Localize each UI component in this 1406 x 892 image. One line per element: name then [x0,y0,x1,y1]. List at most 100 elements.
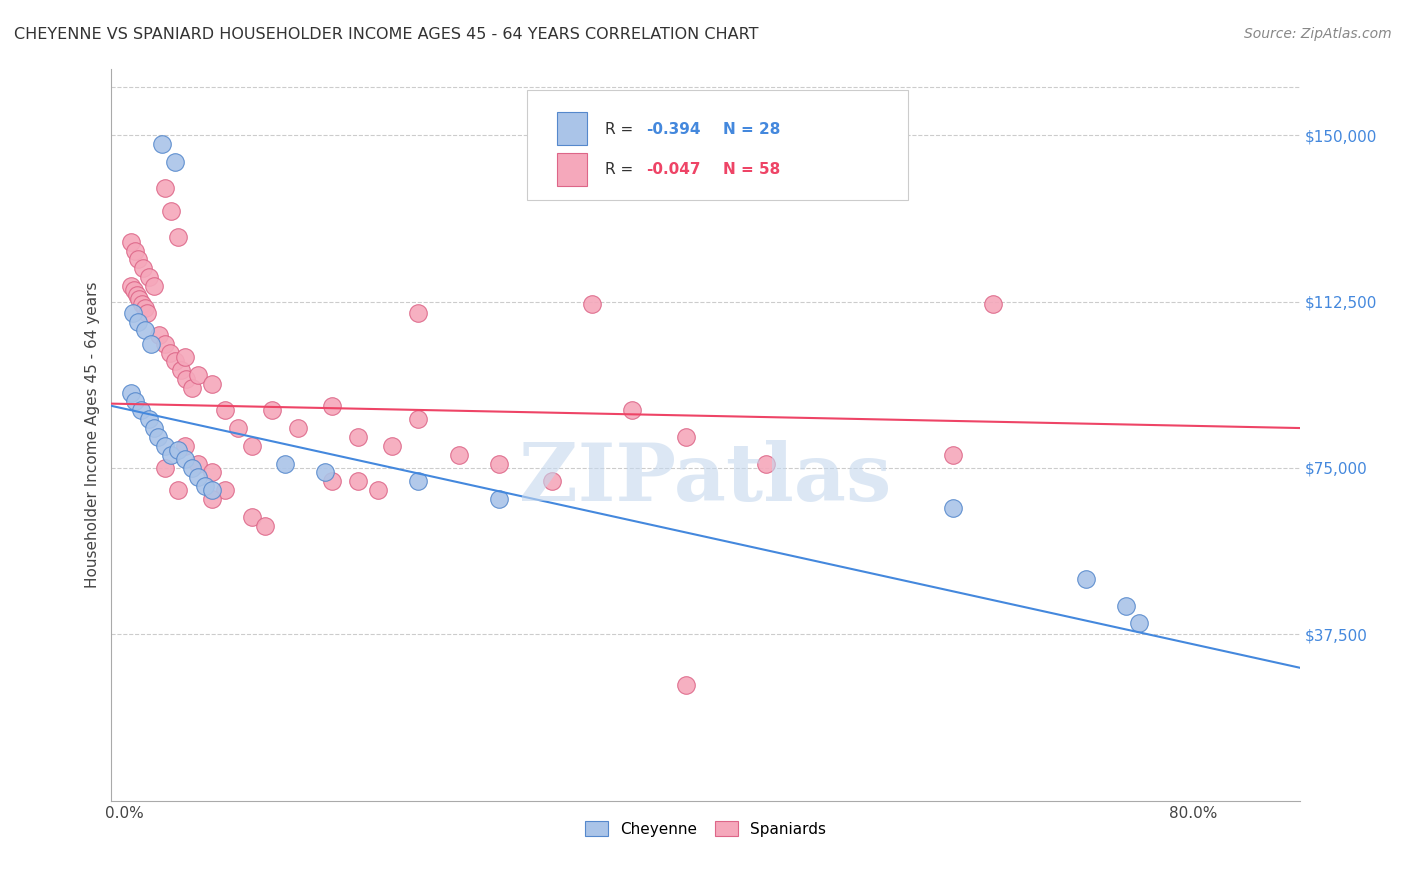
Text: N = 58: N = 58 [723,162,780,178]
Point [128,293,150,307]
Point [173,452,195,467]
Point [120,235,142,249]
Point [150,136,173,151]
Point [347,430,370,444]
Point [124,394,146,409]
Point [120,279,142,293]
Point [240,439,263,453]
Point [143,421,166,435]
Point [136,305,159,319]
Point [675,430,697,444]
Point [367,483,389,498]
Point [180,381,202,395]
Point [941,448,963,462]
Text: N = 28: N = 28 [723,122,780,136]
Point [153,461,176,475]
Point [124,244,146,258]
Point [321,399,343,413]
Point [260,403,283,417]
Point [941,500,963,515]
Point [240,509,263,524]
Point [200,491,222,506]
Point [129,403,152,417]
Point [138,412,160,426]
Y-axis label: Householder Income Ages 45 - 64 years: Householder Income Ages 45 - 64 years [86,282,100,588]
Point [127,252,149,267]
FancyBboxPatch shape [527,90,907,201]
Point [200,376,222,391]
Point [1128,616,1150,631]
Point [200,466,222,480]
Point [146,430,169,444]
Point [153,439,176,453]
Point [160,448,183,462]
Legend: Cheyenne, Spaniards: Cheyenne, Spaniards [576,814,834,845]
Point [675,678,697,692]
Point [488,491,510,506]
Point [148,327,170,342]
Point [347,475,370,489]
Point [981,297,1004,311]
Point [226,421,249,435]
Point [200,483,222,498]
Text: -0.047: -0.047 [647,162,700,178]
Point [167,230,190,244]
Point [187,368,209,382]
Point [408,305,430,319]
Point [1115,599,1137,613]
Point [621,403,644,417]
Point [274,457,297,471]
Text: CHEYENNE VS SPANIARD HOUSEHOLDER INCOME AGES 45 - 64 YEARS CORRELATION CHART: CHEYENNE VS SPANIARD HOUSEHOLDER INCOME … [14,27,759,42]
Point [314,466,336,480]
Text: ZIPatlas: ZIPatlas [519,440,891,517]
Text: R =: R = [605,122,638,136]
Point [321,475,343,489]
Point [165,154,187,169]
Point [187,457,209,471]
Point [170,363,193,377]
Point [541,475,564,489]
Point [1074,572,1097,586]
Point [581,297,603,311]
Point [408,475,430,489]
Point [287,421,309,435]
FancyBboxPatch shape [557,153,586,186]
Point [180,461,202,475]
Point [131,297,153,311]
Point [488,457,510,471]
Point [160,203,183,218]
Point [194,479,217,493]
Point [153,181,176,195]
Point [120,385,142,400]
Point [253,518,276,533]
Point [122,284,145,298]
Point [755,457,778,471]
Point [141,336,163,351]
Point [167,443,190,458]
Point [447,448,470,462]
Text: R =: R = [605,162,638,178]
Point [173,350,195,364]
Point [153,336,176,351]
Point [138,270,160,285]
Point [121,305,143,319]
Point [174,372,197,386]
Point [132,261,155,276]
Point [381,439,404,453]
Point [173,439,195,453]
Point [167,483,190,498]
Point [214,483,236,498]
Point [134,301,156,316]
Text: -0.394: -0.394 [647,122,700,136]
Point [214,403,236,417]
Point [408,412,430,426]
Point [159,345,181,359]
Point [125,288,148,302]
Point [127,314,149,328]
Point [165,354,187,368]
FancyBboxPatch shape [557,112,586,145]
Point [134,323,156,337]
Text: Source: ZipAtlas.com: Source: ZipAtlas.com [1244,27,1392,41]
Point [187,470,209,484]
Point [143,279,166,293]
